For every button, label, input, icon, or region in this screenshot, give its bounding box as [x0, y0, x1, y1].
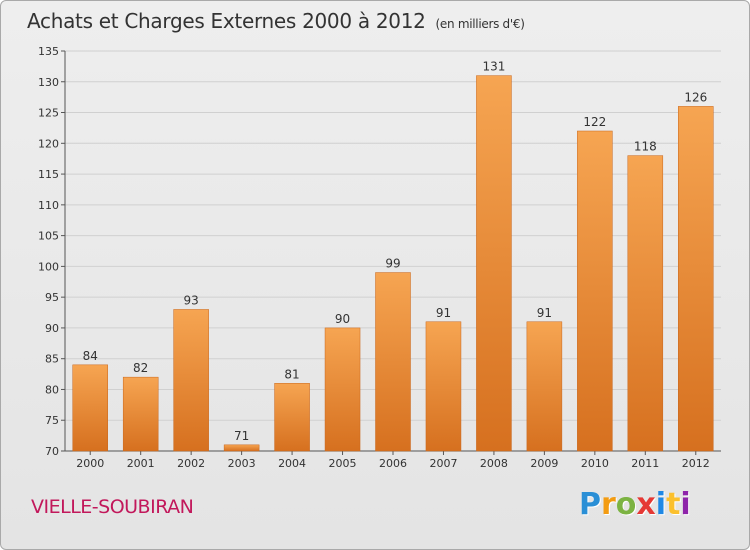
logo-letter: r — [601, 487, 616, 522]
x-tick-label-2011: 2011 — [631, 457, 659, 470]
chart-title-text: Achats et Charges Externes 2000 à 2012 — [27, 9, 426, 33]
data-label-2010: 122 — [583, 115, 606, 129]
y-tick-label: 110 — [38, 199, 59, 212]
x-tick-label-2008: 2008 — [480, 457, 508, 470]
data-label-2009: 91 — [537, 306, 552, 320]
data-label-2005: 90 — [335, 312, 350, 326]
y-tick-label: 85 — [45, 353, 59, 366]
bar-2010 — [577, 130, 613, 452]
y-tick-label: 120 — [38, 137, 59, 150]
bar-2012 — [678, 106, 714, 452]
x-tick-label-2009: 2009 — [530, 457, 558, 470]
y-tick-label: 90 — [45, 322, 59, 335]
data-label-2000: 84 — [83, 349, 98, 363]
logo-letter: i — [680, 487, 691, 522]
x-tick-label-2002: 2002 — [177, 457, 205, 470]
x-tick-label-2003: 2003 — [228, 457, 256, 470]
data-label-2012: 126 — [684, 90, 707, 104]
bar-2001 — [122, 376, 159, 452]
bar-2003 — [223, 444, 260, 452]
y-tick-label: 130 — [38, 76, 59, 89]
y-tick-label: 125 — [38, 107, 59, 120]
logo-letter: t — [666, 487, 681, 522]
x-tick-label-2010: 2010 — [581, 457, 609, 470]
x-tick-label-2007: 2007 — [429, 457, 457, 470]
data-label-2008: 131 — [482, 60, 505, 74]
x-tick-label-2000: 2000 — [76, 457, 104, 470]
labels: 70 75 80 85 90 95 100 105 110 115 120 125 130 135 84 20… — [38, 45, 710, 470]
bar-2000 — [72, 364, 108, 452]
x-tick-label-2004: 2004 — [278, 457, 306, 470]
data-label-2007: 91 — [436, 306, 451, 320]
x-tick-label-2012: 2012 — [682, 457, 710, 470]
bars — [72, 75, 714, 452]
bar-2005 — [324, 327, 361, 452]
bar-2011 — [627, 155, 664, 452]
bar-2008 — [476, 75, 512, 452]
y-tick-label: 95 — [45, 291, 59, 304]
data-label-2001: 82 — [133, 361, 148, 375]
data-label-2004: 81 — [284, 367, 299, 381]
x-tick-label-2001: 2001 — [127, 457, 155, 470]
y-tick-label: 75 — [45, 414, 59, 427]
bar-2007 — [425, 321, 462, 452]
data-label-2006: 99 — [385, 257, 400, 271]
commune-name: VIELLE-SOUBIRAN — [31, 496, 194, 518]
chart-title: Achats et Charges Externes 2000 à 2012 (e… — [27, 9, 525, 33]
y-tick-label: 135 — [38, 45, 59, 58]
x-tick-label-2006: 2006 — [379, 457, 407, 470]
y-tick-label: 80 — [45, 383, 59, 396]
bar-2004 — [274, 383, 310, 452]
y-tick-label: 115 — [38, 168, 59, 181]
bar-2006 — [375, 272, 411, 452]
data-label-2011: 118 — [634, 140, 657, 154]
logo-letter: o — [615, 487, 637, 522]
bar-2002 — [173, 309, 209, 452]
logo-letter: i — [655, 487, 667, 522]
chart-subtitle: (en milliers d'€) — [435, 17, 525, 31]
logo-letter: x — [636, 487, 656, 522]
data-label-2002: 93 — [184, 293, 199, 307]
y-tick-label: 100 — [38, 260, 59, 273]
y-tick-label: 70 — [45, 445, 59, 458]
data-label-2003: 71 — [234, 429, 249, 443]
logo-letter: P — [579, 487, 601, 522]
y-tick-label: 105 — [38, 230, 59, 243]
x-tick-label-2005: 2005 — [329, 457, 357, 470]
bar-2009 — [526, 321, 563, 452]
proxiti-logo: Proxiti — [579, 487, 691, 522]
